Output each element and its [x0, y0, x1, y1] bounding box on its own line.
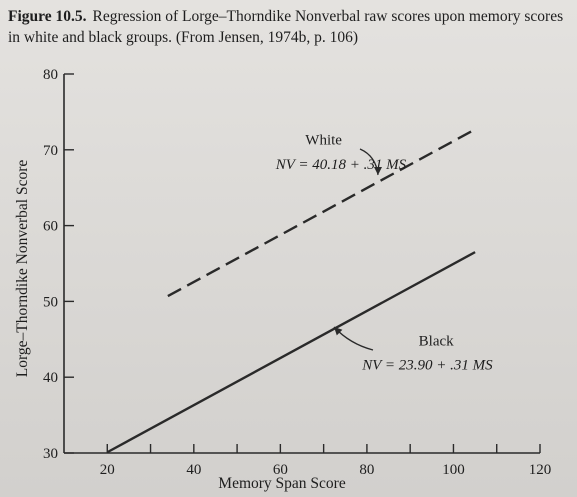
series-line-white: [167, 128, 476, 298]
arrow-head: [334, 327, 343, 336]
y-tick-label: 30: [43, 446, 58, 462]
chart-series: [106, 128, 476, 454]
y-tick-label: 40: [43, 370, 58, 386]
y-axis-title: Lorge–Thorndike Nonverbal Score: [14, 160, 31, 378]
arrow-head: [374, 167, 382, 175]
series-label-black: Black: [419, 333, 454, 349]
chart-annotations: Memory Span Score Lorge–Thorndike Nonverb…: [14, 132, 493, 492]
chart-ticks: 30 40 50 60 70 80 20 40 60 80 100 120: [43, 67, 551, 478]
x-tick-label: 20: [100, 462, 115, 478]
y-tick-label: 60: [43, 219, 58, 235]
y-tick-label: 50: [43, 294, 58, 310]
figure-label: Figure 10.5.: [8, 8, 87, 25]
y-tick-label: 80: [43, 67, 58, 83]
caption-text: Regression of Lorge–Thorndike Nonverbal …: [8, 8, 564, 46]
x-axis-title: Memory Span Score: [218, 475, 346, 492]
chart-axes: [63, 74, 540, 454]
x-tick-label: 120: [529, 462, 552, 478]
x-tick-label: 40: [186, 462, 201, 478]
x-tick-label: 80: [359, 462, 374, 478]
x-tick-label: 100: [442, 462, 465, 478]
y-tick-label: 70: [43, 143, 58, 159]
series-label-white: White: [305, 132, 342, 148]
series-line-black: [106, 251, 476, 454]
figure-caption: Figure 10.5. Regression of Lorge–Thorndik…: [8, 6, 568, 48]
x-tick-label: 60: [273, 462, 288, 478]
series-equation-white: NV = 40.18 + .31 MS: [275, 157, 407, 173]
series-equation-black: NV = 23.90 + .31 MS: [361, 358, 493, 374]
